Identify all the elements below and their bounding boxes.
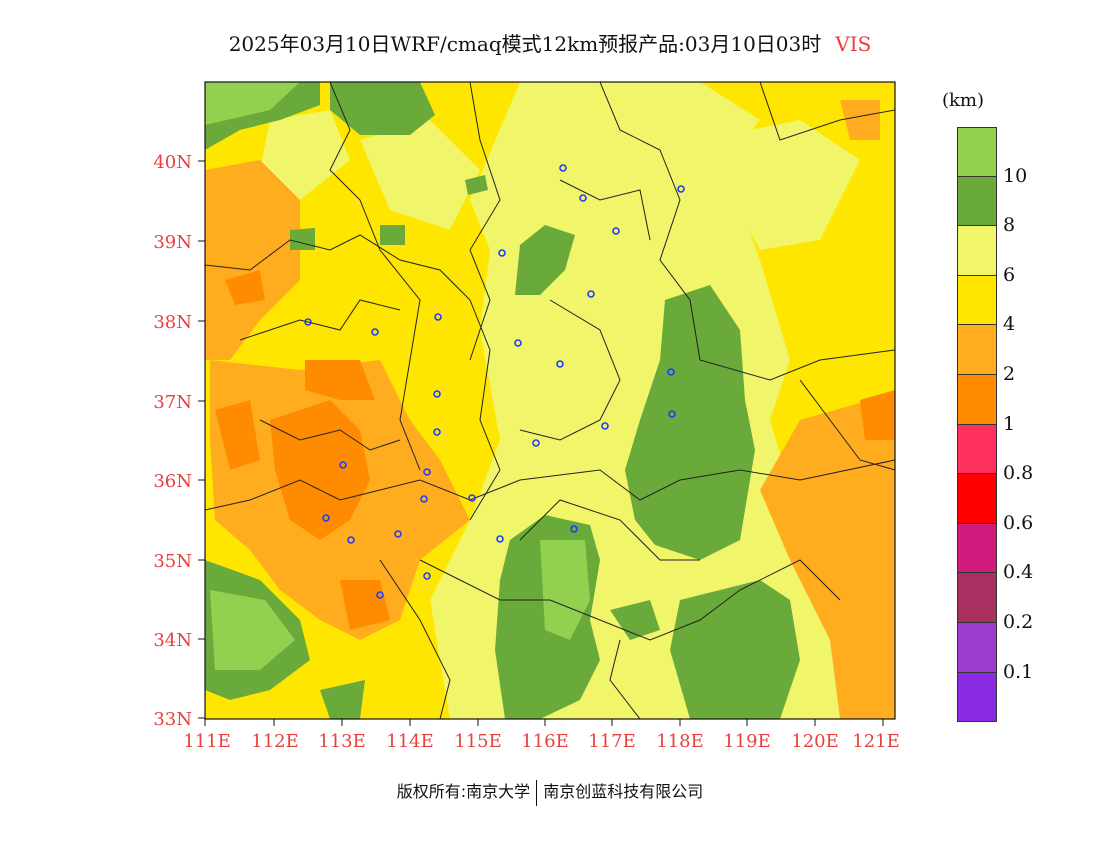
legend-tick-label: 10 [1003, 164, 1028, 187]
lon-label: 119E [723, 731, 771, 752]
legend-swatch [957, 127, 997, 177]
legend-swatch [957, 672, 997, 723]
copyright-owner: 版权所有:南京大学 [396, 782, 531, 801]
lon-label: 116E [521, 731, 569, 752]
color-bar [957, 127, 997, 723]
footer-divider [536, 779, 538, 806]
legend-unit: (km) [942, 90, 985, 111]
lat-label: 39N [153, 232, 192, 253]
legend-swatch [957, 325, 997, 375]
legend-tick-label: 0.1 [1003, 660, 1034, 683]
legend-swatch [957, 622, 997, 673]
copyright-company: 南京创蓝科技有限公司 [543, 782, 704, 801]
legend-swatch [957, 275, 997, 326]
legend-tick-label: 0.2 [1003, 611, 1034, 633]
lat-label: 34N [153, 630, 192, 651]
chart-title: 2025年03月10日WRF/cmaq模式12km预报产品:03月10日03时 V… [0, 28, 1100, 57]
lon-label: 121E [852, 731, 900, 752]
legend-swatch [957, 374, 997, 425]
city-markers [304, 164, 685, 599]
lat-label: 40N [153, 152, 192, 173]
copyright-footer: 版权所有:南京大学 南京创蓝科技有限公司 [0, 778, 1100, 806]
lon-label: 118E [656, 731, 704, 752]
legend-swatch [957, 424, 997, 475]
legend-tick-label: 0.8 [1003, 462, 1034, 485]
legend-tick-label: 6 [1003, 263, 1016, 286]
title-variable: VIS [835, 32, 872, 56]
legend-tick-label: 2 [1003, 363, 1016, 385]
legend-tick-label: 0.4 [1003, 561, 1034, 584]
legend-swatch [957, 474, 997, 524]
legend-tick-label: 0.6 [1003, 511, 1034, 534]
title-main: 2025年03月10日WRF/cmaq模式12km预报产品:03月10日03时 [228, 32, 822, 56]
legend-swatch [957, 523, 997, 574]
legend-tick-label: 8 [1003, 214, 1016, 237]
lon-label: 113E [318, 731, 366, 752]
legend-tick-label: 1 [1003, 412, 1016, 435]
legend-swatch [957, 226, 997, 276]
legend-tick-label: 4 [1003, 313, 1016, 336]
lon-label: 114E [386, 731, 434, 752]
lat-label: 33N [153, 709, 192, 730]
lon-label: 111E [183, 731, 231, 752]
map-field [205, 82, 895, 719]
legend-swatch [957, 176, 997, 227]
legend-swatch [957, 573, 997, 623]
lon-label: 120E [791, 731, 839, 752]
lat-label: 35N [153, 551, 192, 572]
lon-label: 115E [454, 731, 502, 752]
lat-label: 36N [153, 471, 192, 492]
lon-label: 112E [251, 731, 299, 752]
lat-label: 37N [153, 392, 192, 413]
lon-label: 117E [588, 731, 636, 752]
lat-label: 38N [153, 312, 192, 333]
